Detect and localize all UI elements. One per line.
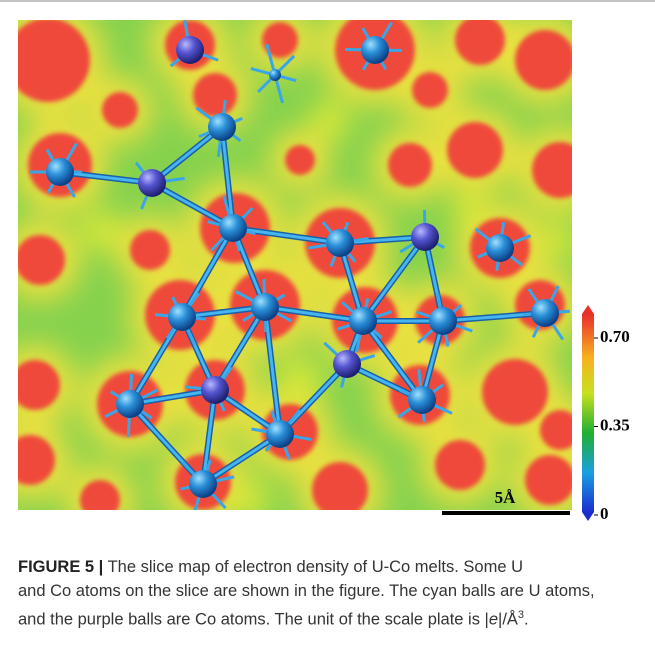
caption-text: and the purple balls are Co atoms. The u… (18, 611, 489, 629)
density-halo (80, 210, 120, 250)
caption-unit: e (489, 611, 498, 629)
density-blob (15, 235, 65, 285)
co-atom (176, 36, 204, 64)
caption: FIGURE 5 | The slice map of electron den… (18, 555, 643, 632)
colorbar-arrow (582, 305, 594, 314)
u-atom (168, 303, 196, 331)
u-atom (46, 158, 74, 186)
density-halo (452, 192, 488, 228)
colorbar-gradient (582, 314, 594, 512)
density-blob (540, 410, 580, 450)
colorbar: 0.70 0.35 0 (582, 305, 630, 523)
co-atom (201, 376, 229, 404)
u-atom (208, 113, 236, 141)
u-atom (429, 307, 457, 335)
u-atom (349, 307, 377, 335)
density-map (0, 0, 604, 536)
u-atom (486, 234, 514, 262)
density-blob (455, 15, 505, 65)
density-blob (412, 72, 448, 108)
density-blob (5, 435, 55, 485)
co-atom (138, 169, 166, 197)
density-blob (447, 122, 503, 178)
density-blob (482, 359, 548, 425)
colorbar-arrow (582, 512, 594, 521)
u-atom (408, 386, 436, 414)
u-atom (189, 470, 217, 498)
figure: 5Å 0.70 0.35 0 (0, 0, 655, 649)
caption-unit: |/Å (498, 611, 518, 629)
density-halo (542, 222, 578, 258)
density-blob (102, 92, 138, 128)
density-blob (388, 143, 432, 187)
u-atom (531, 299, 559, 327)
colorbar-tick-label: 0.70 (600, 327, 630, 346)
density-blob (285, 145, 315, 175)
caption-text: The slice map of electron density of U-C… (108, 558, 523, 576)
density-blob (6, 18, 90, 102)
u-atom (219, 214, 247, 242)
caption-text: and Co atoms on the slice are shown in t… (18, 582, 595, 600)
u-atom (269, 69, 281, 81)
density-blob (80, 480, 120, 520)
caption-label: FIGURE 5 | (18, 558, 103, 576)
u-atom (251, 293, 279, 321)
density-halo (310, 100, 350, 140)
u-atom (266, 420, 294, 448)
u-atom (116, 390, 144, 418)
page: 5Å 0.70 0.35 0 FIGURE 5 | The slice map of… (0, 0, 655, 649)
u-atom (326, 229, 354, 257)
scale-bar-label: 5Å (495, 488, 517, 507)
density-halo (230, 480, 270, 520)
colorbar-tick-label: 0.35 (600, 415, 630, 434)
density-blob (532, 142, 588, 198)
density-blob (10, 360, 60, 410)
density-blob (262, 22, 298, 58)
co-atom (333, 350, 361, 378)
density-blob (312, 462, 368, 518)
density-blob (130, 230, 170, 270)
colorbar-tick-label: 0 (600, 504, 609, 523)
density-blob (525, 455, 575, 505)
co-atom (411, 223, 439, 251)
density-blob (435, 440, 485, 490)
density-blob (515, 30, 575, 90)
caption-text: . (524, 611, 529, 629)
u-atom (361, 36, 389, 64)
